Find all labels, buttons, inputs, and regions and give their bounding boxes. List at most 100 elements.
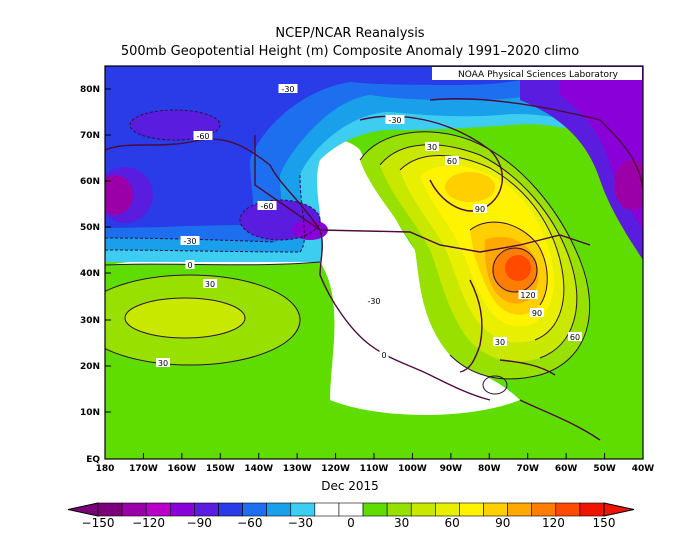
contour-label-group: -30 -60 -30 30 60 -60 90 -30 0 30 120 90 60 -30 0 30 30: [156, 84, 582, 368]
contour-label: -30: [367, 297, 380, 306]
colorbar-swatch: [459, 502, 484, 517]
title-line-1: NCEP/NCAR Reanalysis: [275, 26, 425, 41]
contour-label-bg: [493, 337, 507, 346]
lon-label: 90W: [440, 464, 463, 474]
credit-box: [432, 67, 642, 80]
credit-text: NOAA Physical Sciences Laboratory: [458, 70, 619, 80]
colorbar-tick-label: −120: [132, 516, 165, 530]
contour-label: -30: [183, 237, 196, 246]
lat-label: 40N: [80, 269, 100, 279]
lat-label: 20N: [80, 362, 100, 372]
contour-label: 60: [570, 333, 580, 342]
contour-label: 90: [475, 205, 485, 214]
colorbar-swatch: [218, 502, 243, 517]
period-label: Dec 2015: [321, 479, 379, 493]
contour-label: 60: [447, 157, 457, 166]
contour-label: 30: [427, 143, 437, 152]
colorbar-tick-label: −150: [82, 516, 115, 530]
colorbar-swatch: [362, 502, 388, 517]
lat-label: 60N: [80, 177, 100, 187]
contour-label-bg: [156, 358, 170, 367]
contour-label: 120: [520, 291, 535, 300]
colorbar-tick-label: 60: [445, 516, 460, 530]
lon-label: 170W: [129, 464, 158, 474]
colorbar-right-arrow: [603, 502, 635, 517]
colorbar-swatch: [386, 502, 412, 517]
colorbar-swatch: [555, 502, 581, 517]
contour-label-bg: [364, 296, 384, 305]
contour-label: -60: [196, 132, 209, 141]
colorbar-swatch: [97, 502, 123, 517]
colorbar-swatch: [338, 502, 364, 517]
longitude-labels: 180 170W 160W 150W 140W 130W 120W 110W 100W 90W 80…: [96, 453, 655, 474]
colorbar-swatch: [266, 502, 292, 517]
lon-label: 130W: [283, 464, 312, 474]
colorbar-tick-label: −90: [187, 516, 212, 530]
contour-label: -30: [388, 116, 401, 125]
lon-label: 50W: [593, 464, 616, 474]
lon-label: 40W: [632, 464, 655, 474]
lon-label: 110W: [360, 464, 389, 474]
colorbar-swatch: [290, 502, 316, 517]
contour-label: 0: [187, 261, 192, 270]
lat-label: EQ: [86, 455, 100, 465]
colorbar-tick-label: 120: [542, 516, 565, 530]
title-line-2: 500mb Geopotential Height (m) Composite …: [120, 44, 580, 59]
lon-label: 160W: [167, 464, 196, 474]
contour-label-bg: [518, 290, 538, 299]
latitude-labels: 80N 70N 60N 50N 40N 30N 20N 10N EQ: [80, 85, 111, 465]
contour-label-bg: [379, 350, 389, 359]
contour-label-bg: [568, 332, 582, 341]
colorbar-left-arrow: [67, 502, 99, 517]
lon-label: 120W: [321, 464, 350, 474]
lon-label: 70W: [516, 464, 539, 474]
colorbar-swatch: [194, 502, 219, 517]
lat-label: 80N: [80, 85, 100, 95]
contour-label-bg: [278, 84, 298, 93]
contour-label-bg: [257, 201, 277, 210]
colorbar-swatch: [507, 502, 533, 517]
lon-label: 100W: [398, 464, 427, 474]
lon-label: 180: [96, 464, 115, 474]
colorbar-swatch: [145, 502, 171, 517]
colorbar-tick-label: 0: [347, 516, 355, 530]
lat-label: 30N: [80, 316, 100, 326]
contour-label-bg: [530, 308, 544, 317]
contour-label: 0: [381, 351, 386, 360]
colorbar-tick-label: 150: [593, 516, 616, 530]
contour-label-bg: [185, 260, 195, 269]
lon-label: 80W: [478, 464, 501, 474]
colorbar-swatch: [242, 502, 267, 517]
colorbar-swatch: [314, 502, 340, 517]
lon-label: 60W: [555, 464, 578, 474]
contour-label: 30: [495, 338, 505, 347]
contour-label: 90: [532, 309, 542, 318]
contour-label-bg: [180, 236, 200, 245]
contour-label: -60: [260, 202, 273, 211]
colorbar-tick-label: −30: [288, 516, 313, 530]
contour-label: -30: [281, 85, 294, 94]
contour-label-bg: [385, 115, 405, 124]
colorbar-swatch: [435, 502, 460, 517]
lon-label: 140W: [244, 464, 273, 474]
contour-label-bg: [445, 156, 459, 165]
colorbar-tick-label: 90: [495, 516, 510, 530]
contour-label-bg: [473, 204, 487, 213]
lat-label: 70N: [80, 131, 100, 141]
colorbar-tick-label: 30: [394, 516, 409, 530]
contour-label: 30: [158, 359, 168, 368]
colorbar-tick-label: −60: [237, 516, 262, 530]
lat-label: 10N: [80, 408, 100, 418]
colorbar-swatch: [410, 502, 436, 517]
contour-label: 30: [205, 280, 215, 289]
colorbar-swatch: [169, 502, 195, 517]
colorbar-swatch: [579, 502, 605, 517]
lat-label: 50N: [80, 223, 100, 233]
lon-label: 150W: [206, 464, 235, 474]
colorbar-swatch: [483, 502, 508, 517]
contour-label-bg: [425, 142, 439, 151]
contour-label-bg: [203, 279, 217, 288]
colorbar-swatch: [531, 502, 557, 517]
